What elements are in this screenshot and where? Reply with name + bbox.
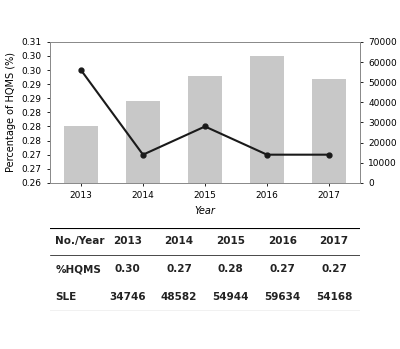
Bar	[250, 56, 284, 349]
Text: 0.30: 0.30	[115, 264, 140, 274]
Text: %HQMS: %HQMS	[55, 264, 101, 274]
Text: 59634: 59634	[264, 292, 301, 302]
Text: SLE: SLE	[55, 292, 76, 302]
Bar	[188, 76, 222, 349]
Text: 2014: 2014	[165, 237, 194, 246]
Text: 54944: 54944	[212, 292, 249, 302]
X-axis label: Year: Year	[194, 206, 216, 216]
Text: 0.28: 0.28	[218, 264, 244, 274]
Text: 2013: 2013	[113, 237, 142, 246]
Text: 54168: 54168	[316, 292, 352, 302]
Text: 0.27: 0.27	[270, 264, 296, 274]
Text: 2015: 2015	[216, 237, 245, 246]
Text: 0.27: 0.27	[321, 264, 347, 274]
Text: 2017: 2017	[320, 237, 349, 246]
Text: 34746: 34746	[109, 292, 146, 302]
Y-axis label: Percentage of HQMS (%): Percentage of HQMS (%)	[6, 52, 16, 172]
Bar	[312, 79, 346, 349]
Text: 48582: 48582	[161, 292, 197, 302]
Bar	[126, 101, 160, 349]
Text: 2016: 2016	[268, 237, 297, 246]
Text: 0.27: 0.27	[166, 264, 192, 274]
Text: No./Year: No./Year	[55, 237, 105, 246]
Bar	[64, 126, 98, 349]
